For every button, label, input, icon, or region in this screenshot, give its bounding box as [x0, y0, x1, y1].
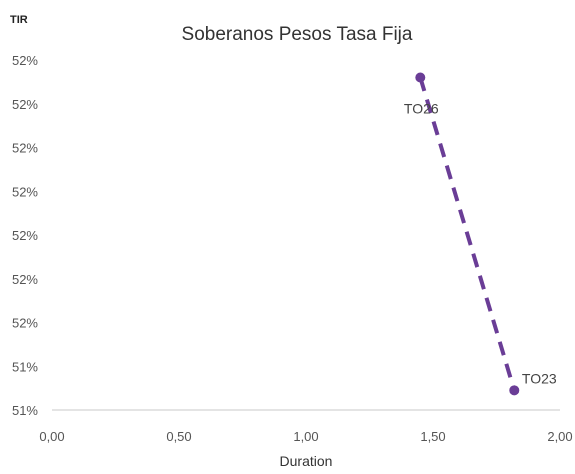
x-tick-label: 1,00	[293, 429, 318, 444]
chart-title: Soberanos Pesos Tasa Fija	[182, 24, 413, 45]
x-tick-labels: 0,00 0,50 1,00 1,50 2,00	[39, 429, 572, 444]
data-point	[509, 385, 520, 396]
data-label: TO26	[404, 101, 439, 117]
x-tick-label: 2,00	[547, 429, 572, 444]
x-axis-label: Duration	[280, 453, 333, 469]
series-line	[418, 76, 517, 391]
y-tick-label: 52%	[12, 53, 38, 68]
x-tick-label: 0,00	[39, 429, 64, 444]
data-label: TO23	[522, 370, 557, 386]
y-tick-label: 51%	[12, 403, 38, 418]
y-tick-label: 52%	[12, 272, 38, 287]
y-tick-labels: 51% 51% 52% 52% 52% 52% 52% 52% 52%	[12, 53, 38, 418]
y-axis-label: TIR	[10, 14, 28, 26]
data-point	[415, 72, 426, 83]
series-group: TO26 TO23	[404, 72, 557, 396]
y-tick-label: 52%	[12, 97, 38, 112]
x-tick-label: 0,50	[166, 429, 191, 444]
y-tick-label: 52%	[12, 141, 38, 156]
y-tick-label: 51%	[12, 359, 38, 374]
y-tick-label: 52%	[12, 228, 38, 243]
y-tick-label: 52%	[12, 316, 38, 331]
x-tick-label: 1,50	[420, 429, 445, 444]
y-tick-label: 52%	[12, 184, 38, 199]
